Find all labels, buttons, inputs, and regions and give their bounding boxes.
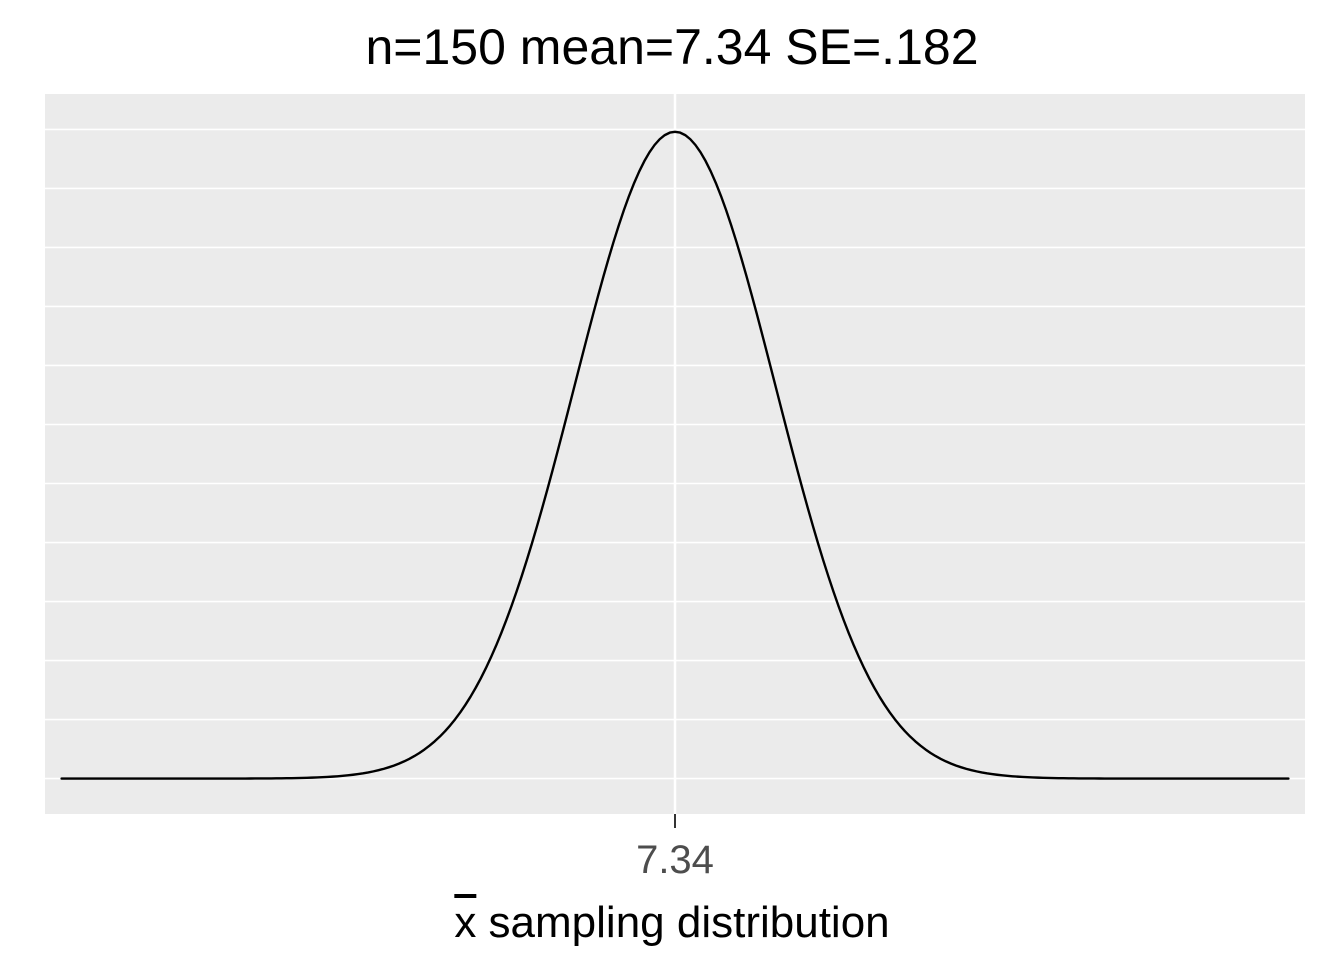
chart-plot-area (0, 0, 1344, 832)
xbar-symbol: x (454, 898, 476, 948)
x-axis-label: x sampling distribution (0, 898, 1344, 948)
xlabel-rest: sampling distribution (476, 898, 889, 947)
x-tick-label: 7.34 (636, 838, 714, 883)
